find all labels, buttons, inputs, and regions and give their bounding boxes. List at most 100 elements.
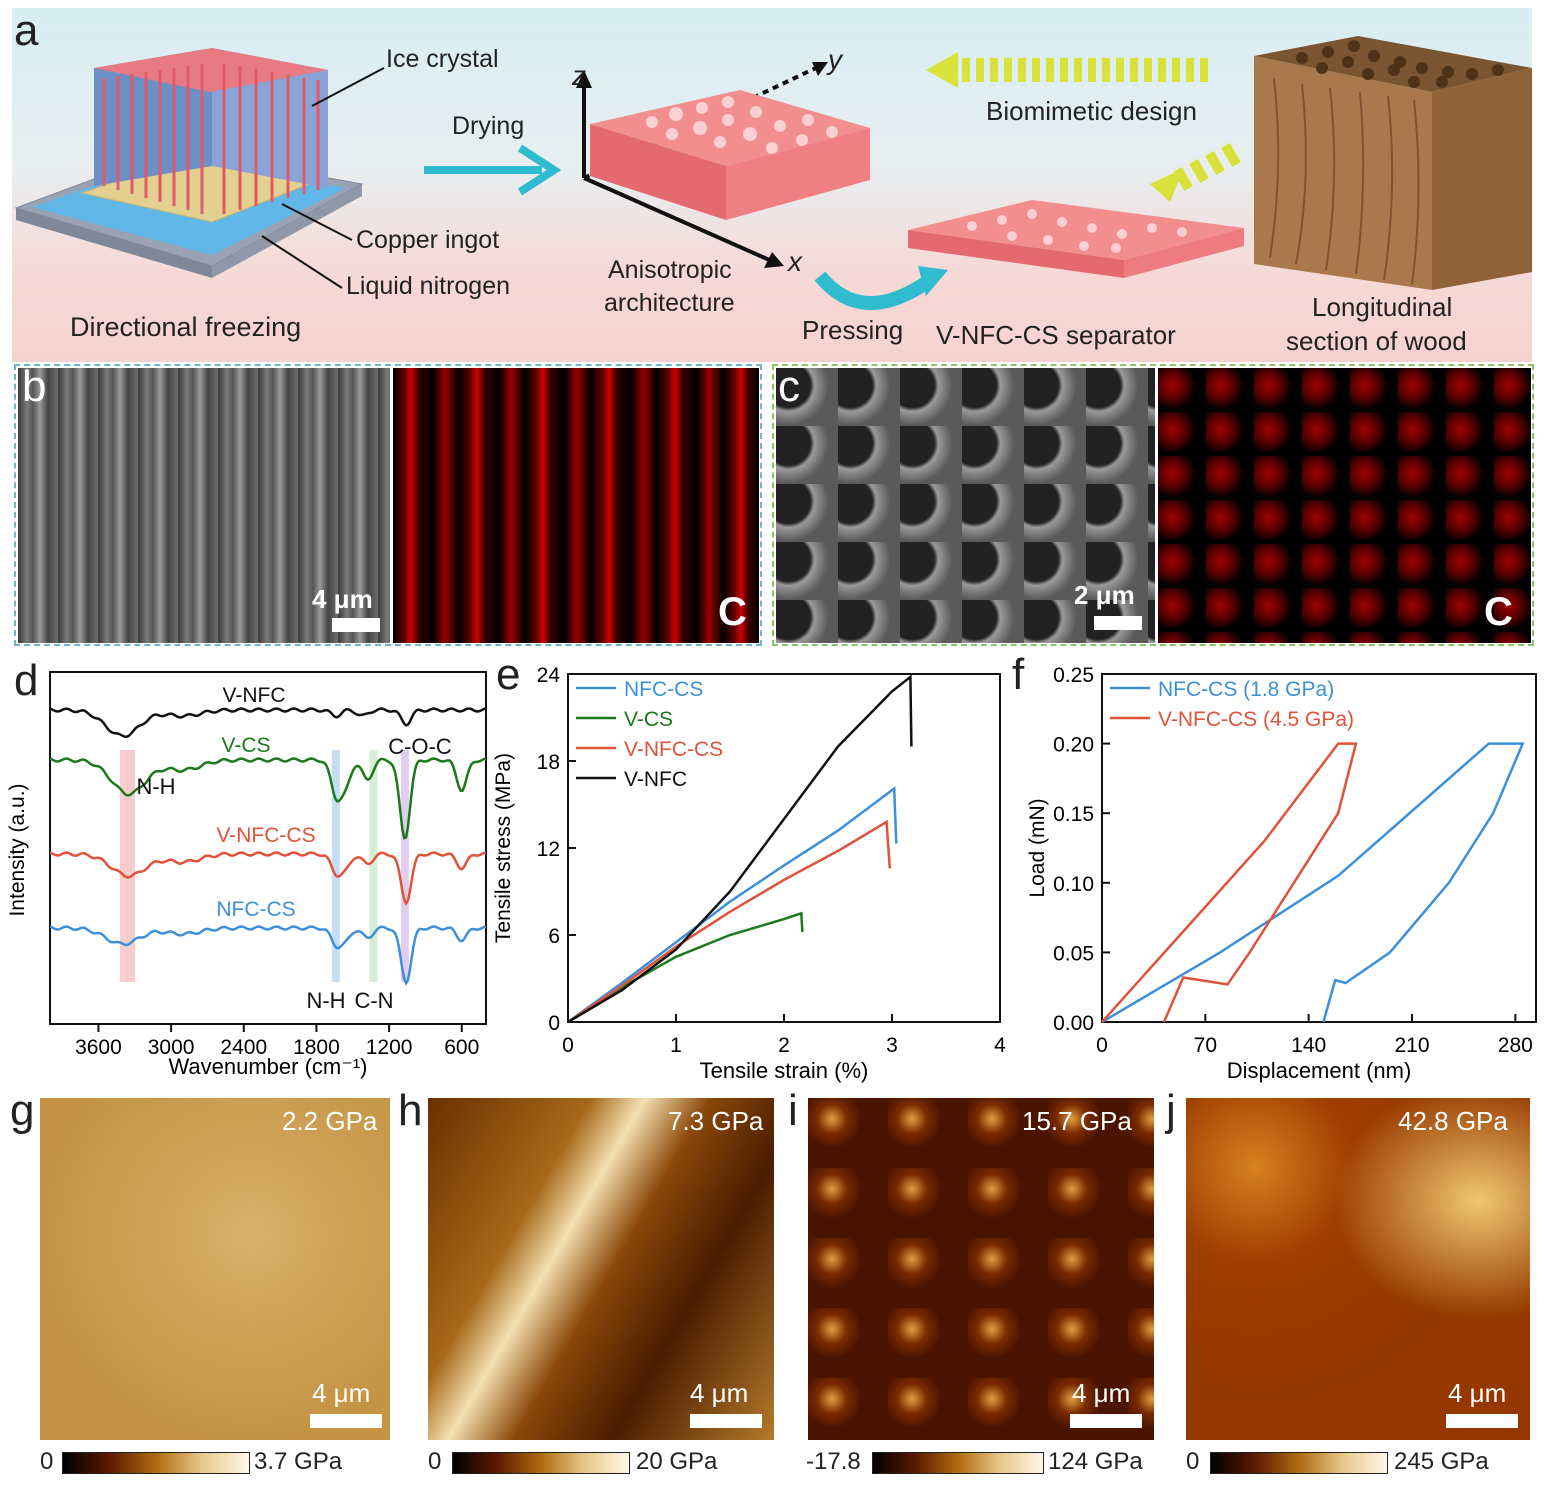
plot-frame [1101, 673, 1537, 1023]
ftir-series-line [49, 757, 487, 840]
y-tick-label: 0.05 [1053, 942, 1094, 965]
load-chart: 0 70 140 210 280 0.00 0.05 0.10 0.15 0.20 0.25 Disp… [1026, 664, 1537, 1083]
drying-label: Drying [452, 112, 525, 140]
panel-j-scale-label: 4 μm [1448, 1378, 1507, 1408]
panel-c-element-label: C [1484, 590, 1513, 634]
y-tick-label: 24 [537, 664, 561, 687]
ftir-series-label: V-CS [221, 734, 270, 757]
axis-z-label: z [572, 60, 586, 91]
ftir-plot-frame [49, 671, 487, 1025]
ftir-band-highlight [127, 750, 136, 982]
sem-image-c [776, 368, 1155, 643]
panel-g-label: g [10, 1086, 35, 1135]
panel-g-cbar-max: 3.7 GPa [254, 1448, 343, 1475]
x-tick-label: 0 [562, 1034, 574, 1057]
sem-image-b [18, 368, 390, 643]
x-tick-label: 3 [886, 1034, 898, 1057]
x-tick-label: 1 [670, 1034, 682, 1057]
series-line [567, 674, 913, 1024]
panel-j-modulus: 42.8 GPa [1398, 1106, 1508, 1136]
panel-h-cbar-min: 0 [428, 1448, 442, 1475]
y-tick-label: 18 [537, 751, 560, 774]
legend-label: NFC-CS (1.8 GPa) [1158, 678, 1334, 701]
ftir-series-line [49, 707, 487, 739]
ftir-band-highlight [400, 750, 409, 982]
x-axis-label: Tensile strain (%) [700, 1058, 869, 1083]
series-line [1101, 742, 1358, 1023]
y-tick-label: 0.20 [1053, 734, 1094, 757]
panel-g-scale-label: 4 μm [312, 1378, 371, 1408]
ftir-annotation: C-N [354, 988, 393, 1013]
ftir-x-tick-label: 3600 [75, 1036, 122, 1059]
schematic-panel [12, 8, 1532, 362]
panel-b-scale-label: 4 μm [312, 584, 373, 614]
anisotropic-label-2: architecture [604, 289, 735, 317]
panel-i-scale-label: 4 μm [1072, 1378, 1131, 1408]
panel-b-frame [14, 364, 762, 646]
x-tick-label: 140 [1291, 1034, 1326, 1057]
legend-label: V-CS [624, 708, 673, 731]
y-tick-label: 0.00 [1053, 1012, 1094, 1035]
panel-c-frame [772, 364, 1534, 646]
axis-x-label: x [788, 246, 802, 277]
series-line [567, 786, 898, 1024]
modulus-map-j [1186, 1098, 1530, 1440]
ftir-x-tick-label: 1200 [366, 1036, 413, 1059]
x-tick-label: 2 [778, 1034, 790, 1057]
legend-label: V-NFC-CS (4.5 GPa) [1158, 708, 1354, 731]
ftir-band-highlight [331, 750, 340, 982]
panel-d-letter: d [14, 656, 39, 705]
panel-g-scale-bar [310, 1414, 382, 1428]
ftir-series-line [49, 851, 487, 906]
panel-g-colorbar [62, 1452, 250, 1474]
wood-label-2: section of wood [1286, 326, 1467, 356]
panel-b-scale-bar [332, 618, 380, 632]
ftir-x-axis-label: Wavenumber (cm⁻¹) [168, 1054, 367, 1079]
panel-j-scale-bar [1446, 1414, 1518, 1428]
y-tick-label: 0.15 [1053, 803, 1094, 826]
x-tick-label: 0 [1096, 1034, 1108, 1057]
copper-ingot-label: Copper ingot [356, 226, 500, 254]
ftir-annotation: N-H [306, 988, 345, 1013]
series-line [567, 911, 804, 1024]
panel-i-colorbar [872, 1452, 1044, 1474]
wood-label-1: Longitudinal [1312, 292, 1453, 322]
ftir-y-axis-label: Intensity (a.u.) [6, 783, 29, 916]
ftir-x-tick-label: 1800 [293, 1036, 340, 1059]
panel-i-label: i [788, 1086, 798, 1135]
y-axis-label: Tensile stress (MPa) [492, 753, 515, 943]
legend-label: V-NFC-CS [624, 738, 723, 761]
series-line [567, 819, 892, 1024]
x-tick-label: 4 [994, 1034, 1006, 1057]
panel-c-scale-bar [1094, 616, 1142, 630]
panel-i-scale-bar [1070, 1414, 1142, 1428]
ice-crystal-label: Ice crystal [386, 45, 499, 73]
panel-h-label: h [398, 1086, 423, 1135]
panel-b-element-label: C [718, 590, 747, 634]
panel-j-colorbar [1210, 1452, 1388, 1474]
biomimetic-label: Biomimetic design [986, 96, 1197, 126]
panel-h-modulus: 7.3 GPa [668, 1106, 764, 1136]
panel-b-label: b [22, 362, 47, 411]
ftir-band-highlight [369, 750, 378, 982]
ftir-x-tick-label: 600 [444, 1036, 479, 1059]
y-tick-label: 0.25 [1053, 664, 1094, 687]
x-tick-label: 280 [1498, 1034, 1533, 1057]
ftir-series-line [49, 925, 487, 987]
separator-label: V-NFC-CS separator [936, 320, 1176, 350]
schematic-drawing [14, 36, 1532, 310]
series-line [1101, 742, 1525, 1024]
modulus-map-h [428, 1098, 774, 1440]
directional-freezing-label: Directional freezing [70, 312, 302, 342]
ftir-annotation: C-O-C [388, 734, 452, 759]
panel-g-cbar-min: 0 [40, 1448, 54, 1475]
ftir-band-highlight [119, 750, 128, 982]
panel-i-cbar-min: -17.8 [806, 1448, 861, 1475]
panel-h-cbar-max: 20 GPa [636, 1448, 718, 1475]
panel-j-label: j [1166, 1086, 1176, 1135]
legend-label: V-NFC [624, 768, 687, 791]
eds-map-c [1158, 368, 1531, 643]
panel-a-label: a [14, 6, 39, 55]
y-axis-label: Load (mN) [1026, 798, 1049, 897]
